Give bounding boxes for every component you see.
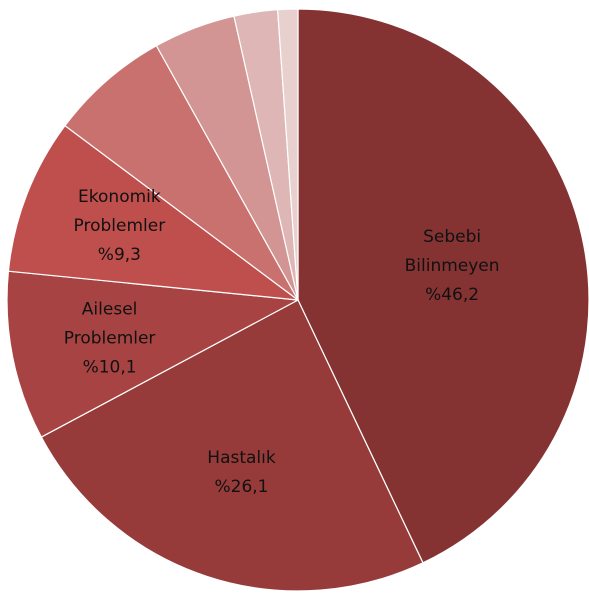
slice-label-line: Sebebi <box>423 227 481 247</box>
slice-label-line: Hastalık <box>207 448 276 468</box>
pie-slices <box>6 8 589 592</box>
pie-slice-0 <box>297 8 589 564</box>
pie-slice-1 <box>40 299 424 592</box>
pie-slice-7 <box>277 8 299 301</box>
slice-label-line: Ailesel <box>82 299 138 319</box>
pie-labels: Sebebi Bilinmeyen %46,2 Hastalık %26,1 Ailese… <box>64 187 500 497</box>
slice-label-0: Sebebi Bilinmeyen %46,2 <box>405 227 500 305</box>
pie-slice-2 <box>6 270 299 438</box>
slice-label-line: Problemler <box>74 216 166 236</box>
slice-label-line: Bilinmeyen <box>405 256 500 276</box>
slice-label-1: Hastalık %26,1 <box>207 448 276 497</box>
slice-label-line: %46,2 <box>425 285 479 305</box>
slice-label-3: Ekonomik Problemler %9,3 <box>74 187 166 265</box>
slice-label-line: %9,3 <box>98 245 141 265</box>
slice-label-line: Problemler <box>64 328 156 348</box>
slice-label-line: %26,1 <box>214 477 268 497</box>
slice-label-2: Ailesel Problemler %10,1 <box>64 299 156 377</box>
slice-label-line: Ekonomik <box>78 187 161 207</box>
pie-slice-3 <box>7 125 299 301</box>
pie-slice-4 <box>64 45 299 301</box>
slice-label-line: %10,1 <box>83 357 137 377</box>
